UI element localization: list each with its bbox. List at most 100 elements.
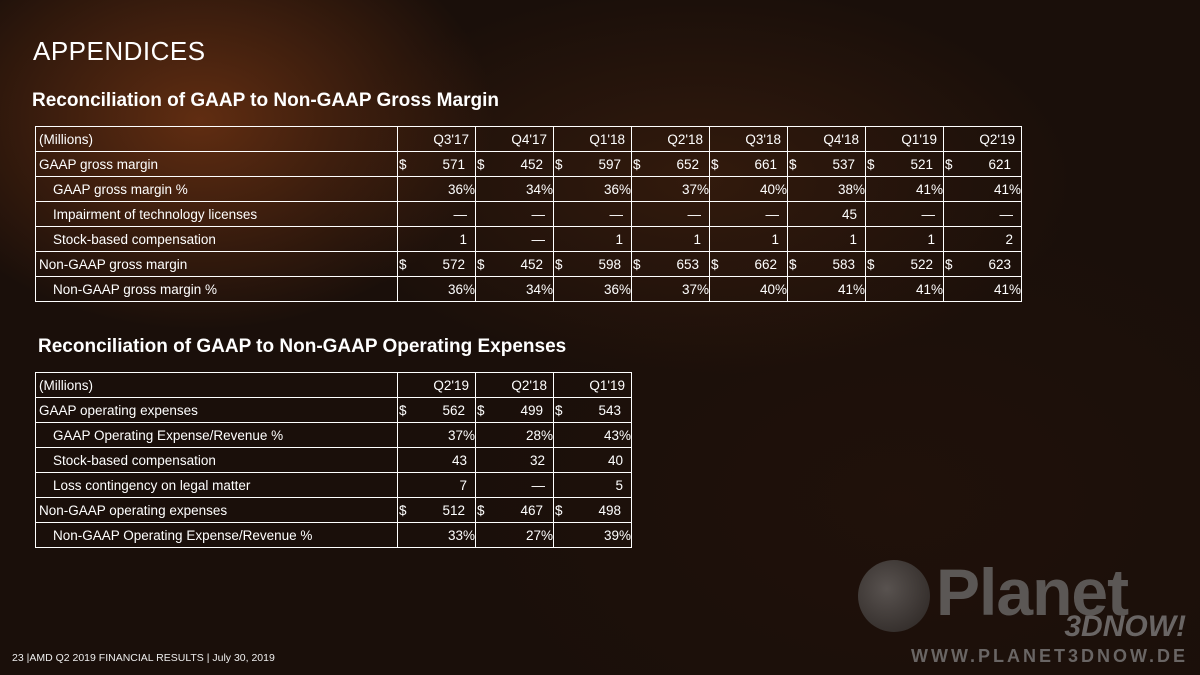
dollar-sign: $ — [555, 402, 563, 418]
period-header: Q2'18 — [475, 372, 554, 398]
dollar-sign: $ — [633, 256, 641, 272]
dollar-sign: $ — [633, 156, 641, 172]
dollar-sign: $ — [711, 256, 719, 272]
table-row: Stock-based compensation 43 32 40 — [35, 447, 632, 473]
table-row: GAAP operating expenses $562 $499 $543 — [35, 397, 632, 423]
row-label: Impairment of technology licenses — [35, 201, 398, 227]
gross-margin-heading: Reconciliation of GAAP to Non-GAAP Gross… — [32, 90, 499, 111]
dollar-sign: $ — [477, 402, 485, 418]
value-cell: — — [397, 201, 476, 227]
value-cell: 32 — [475, 447, 554, 473]
footer-text: 23 |AMD Q2 2019 FINANCIAL RESULTS | July… — [12, 652, 275, 664]
period-header: Q1'19 — [553, 372, 632, 398]
dollar-sign: $ — [477, 156, 485, 172]
value-text: 522 — [910, 256, 933, 272]
value-cell: 36% — [553, 276, 632, 302]
period-header: Q1'19 — [865, 126, 944, 152]
value-cell: $452 — [475, 251, 554, 277]
row-label: GAAP gross margin % — [35, 176, 398, 202]
value-text: 452 — [520, 156, 543, 172]
value-cell: — — [475, 472, 554, 498]
table-row: Impairment of technology licenses — — — — —45… — [35, 201, 1022, 227]
value-cell: 37% — [631, 276, 710, 302]
value-cell: $583 — [787, 251, 866, 277]
value-text: 452 — [520, 256, 543, 272]
value-cell: 5 — [553, 472, 632, 498]
watermark-tagline: 3DNOW! — [1064, 610, 1186, 643]
dollar-sign: $ — [399, 402, 407, 418]
value-cell: 39% — [553, 522, 632, 548]
value-text: 598 — [598, 256, 621, 272]
value-text: 512 — [442, 502, 465, 518]
value-cell: $653 — [631, 251, 710, 277]
table-row: Stock-based compensation 1—1 1 1 1 1 2 — [35, 226, 1022, 252]
value-cell: 40 — [553, 447, 632, 473]
row-label: Non-GAAP Operating Expense/Revenue % — [35, 522, 398, 548]
value-cell: 36% — [397, 276, 476, 302]
value-text: 562 — [442, 402, 465, 418]
table-row: Non-GAAP gross margin $572 $452 $598 $653 $66… — [35, 251, 1022, 277]
value-cell: 27% — [475, 522, 554, 548]
table-row: GAAP gross margin % 36% 34% 36% 37% 40% 38% 41%… — [35, 176, 1022, 202]
value-cell: $598 — [553, 251, 632, 277]
value-cell: 37% — [397, 422, 476, 448]
value-cell: $521 — [865, 151, 944, 177]
value-cell: $652 — [631, 151, 710, 177]
value-cell: 45 — [787, 201, 866, 227]
value-text: 498 — [598, 502, 621, 518]
row-label: Stock-based compensation — [35, 447, 398, 473]
value-text: 537 — [832, 156, 855, 172]
table-row: GAAP Operating Expense/Revenue % 37% 28% 43… — [35, 422, 632, 448]
value-text: 597 — [598, 156, 621, 172]
row-label: GAAP gross margin — [35, 151, 398, 177]
value-cell: 41% — [943, 276, 1022, 302]
value-cell: 1 — [865, 226, 944, 252]
value-text: 572 — [442, 256, 465, 272]
value-cell: $498 — [553, 497, 632, 523]
value-cell: 33% — [397, 522, 476, 548]
value-cell: 1 — [631, 226, 710, 252]
dollar-sign: $ — [867, 256, 875, 272]
value-cell: 43 — [397, 447, 476, 473]
value-text: 652 — [676, 156, 699, 172]
dollar-sign: $ — [399, 256, 407, 272]
value-cell: 43% — [553, 422, 632, 448]
value-text: 661 — [754, 156, 777, 172]
value-cell: 34% — [475, 176, 554, 202]
operating-expenses-table: (Millions) Q2'19 Q2'18 Q1'19 GAAP operating … — [35, 372, 632, 548]
value-cell: 28% — [475, 422, 554, 448]
dollar-sign: $ — [555, 256, 563, 272]
value-cell: 34% — [475, 276, 554, 302]
value-cell: 1 — [709, 226, 788, 252]
value-cell: $467 — [475, 497, 554, 523]
value-text: 543 — [598, 402, 621, 418]
table-row: Non-GAAP Operating Expense/Revenue % 33% 2… — [35, 522, 632, 548]
value-text: 662 — [754, 256, 777, 272]
value-cell: $522 — [865, 251, 944, 277]
value-text: 621 — [988, 156, 1011, 172]
period-header: Q1'18 — [553, 126, 632, 152]
period-header: Q4'17 — [475, 126, 554, 152]
dollar-sign: $ — [477, 256, 485, 272]
value-cell: $661 — [709, 151, 788, 177]
value-cell: — — [553, 201, 632, 227]
value-cell: 37% — [631, 176, 710, 202]
value-cell: — — [865, 201, 944, 227]
value-cell: 41% — [787, 276, 866, 302]
row-label: Non-GAAP operating expenses — [35, 497, 398, 523]
row-label: GAAP Operating Expense/Revenue % — [35, 422, 398, 448]
dollar-sign: $ — [867, 156, 875, 172]
value-cell: $662 — [709, 251, 788, 277]
dollar-sign: $ — [555, 502, 563, 518]
dollar-sign: $ — [711, 156, 719, 172]
value-cell: $537 — [787, 151, 866, 177]
value-cell: $597 — [553, 151, 632, 177]
value-cell: — — [475, 201, 554, 227]
row-label: Non-GAAP gross margin — [35, 251, 398, 277]
value-cell: $512 — [397, 497, 476, 523]
dollar-sign: $ — [477, 502, 485, 518]
dollar-sign: $ — [555, 156, 563, 172]
value-cell: 36% — [553, 176, 632, 202]
dollar-sign: $ — [789, 156, 797, 172]
watermark-url: WWW.PLANET3DNOW.DE — [911, 646, 1188, 666]
